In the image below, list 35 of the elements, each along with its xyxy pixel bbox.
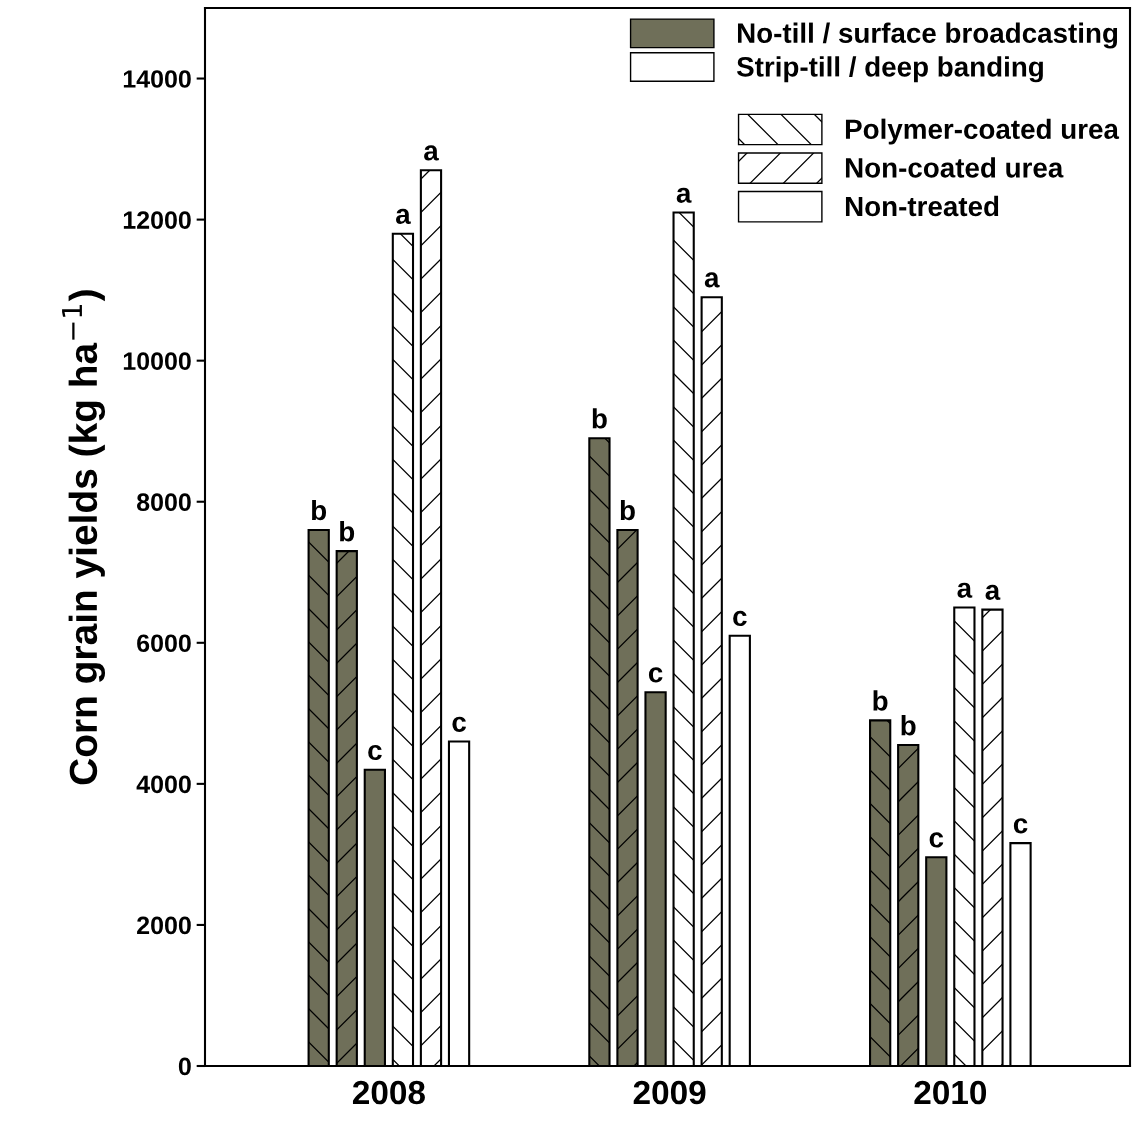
y-tick-label: 14000 (123, 70, 191, 88)
data-label: b (620, 499, 635, 521)
data-label: b (901, 715, 916, 736)
data-label: b (340, 521, 355, 542)
y-tick-label: 6000 (137, 634, 191, 653)
data-label: c (452, 716, 466, 732)
data-label: c (929, 832, 944, 848)
annotation: Non-treated (845, 195, 999, 217)
annotation: Non-coated urea (845, 157, 1064, 178)
y-tick-label: 8000 (136, 493, 191, 512)
y-tick-label: 12000 (123, 211, 191, 229)
data-label: a (396, 208, 411, 225)
y-tick-label: 2000 (137, 916, 191, 935)
x-tick-label: 2008 (352, 1080, 425, 1105)
data-label: b (312, 499, 327, 521)
data-label: a (676, 187, 692, 203)
annotation: Strip-till / deep banding (736, 56, 1043, 83)
x-tick-label: 2010 (914, 1080, 987, 1105)
annotation: No-till / surface broadcasting (737, 22, 1118, 49)
data-label: a (704, 272, 720, 288)
data-label: b (592, 408, 607, 429)
annotation: Polymer-coated urea (845, 118, 1120, 145)
data-label: c (648, 667, 663, 683)
data-label: a (424, 145, 439, 161)
data-label: a (957, 582, 973, 598)
x-tick-label: 2009 (633, 1080, 706, 1105)
y-tick-label: 0 (178, 1057, 191, 1076)
y-tick-label: 4000 (136, 775, 191, 794)
y-tick-label: 10000 (123, 352, 191, 370)
data-label: c (1013, 818, 1028, 834)
data-label: a (985, 584, 1001, 600)
data-label: c (368, 744, 382, 761)
data-label: b (873, 690, 888, 711)
y-axis-title: Corn grain yields (kg ha$^{−1}$) (62, 290, 106, 785)
data-label: c (733, 610, 747, 627)
